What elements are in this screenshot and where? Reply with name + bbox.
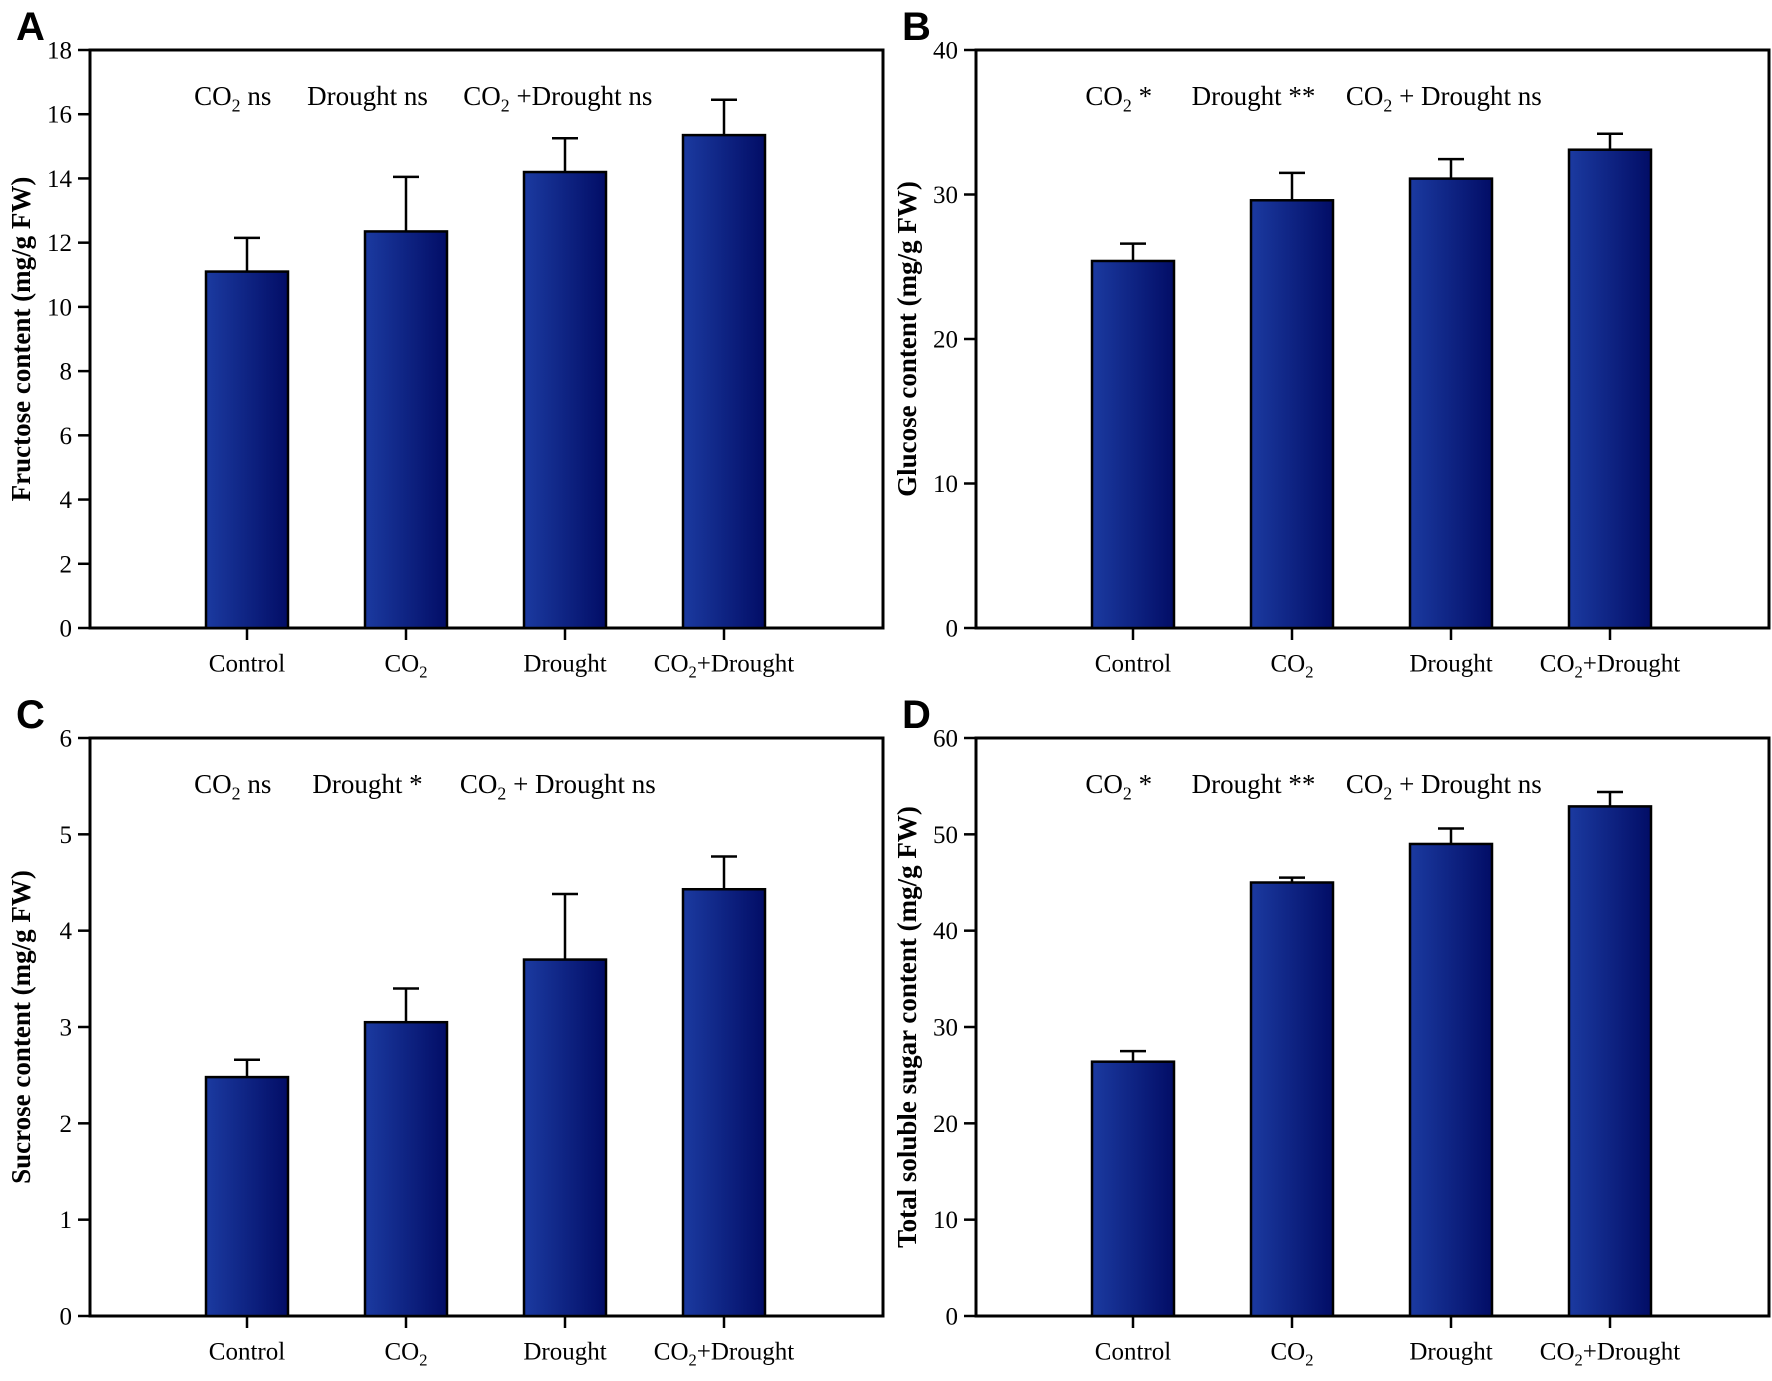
y-tick-label: 10 <box>47 294 72 321</box>
y-tick-label: 30 <box>933 182 958 209</box>
significance-annotation: CO2 + Drought ns <box>1346 81 1542 115</box>
y-tick-label: 30 <box>933 1015 958 1042</box>
panel-letter-A: A <box>16 5 45 49</box>
x-category-label: Drought <box>523 651 606 678</box>
bar-co2 <box>363 1020 449 1318</box>
y-axis-title: Fructose content (mg/g FW) <box>6 177 36 502</box>
significance-annotation: Drought * <box>312 769 422 799</box>
y-axis-title: Total soluble sugar content (mg/g FW) <box>892 806 922 1248</box>
y-tick-label: 10 <box>933 1207 958 1234</box>
y-tick-label: 3 <box>60 1015 73 1042</box>
bar-co2-drought <box>1567 148 1653 630</box>
x-category-label: CO2+Drought <box>1540 1339 1680 1370</box>
bar-control <box>1090 1060 1176 1318</box>
x-category-label: CO2 <box>1271 1339 1314 1370</box>
panel-A-chart: A 0 2 4 6 8 10 12 14 16 18 Control CO2 Drought CO2+Dro… <box>6 5 885 682</box>
panel-letter-B: B <box>902 5 931 49</box>
x-category-label: CO2 <box>385 651 428 682</box>
significance-annotation: CO2 ns <box>194 769 271 803</box>
panel-letter-D: D <box>902 693 931 737</box>
x-category-label: Control <box>1095 1339 1171 1366</box>
y-tick-label: 10 <box>933 471 958 498</box>
panel-letter-C: C <box>16 693 45 737</box>
y-tick-label: 2 <box>60 551 73 578</box>
significance-annotation: CO2 ns <box>194 81 271 115</box>
bar-drought <box>1408 842 1494 1318</box>
significance-annotation: Drought ** <box>1192 769 1316 799</box>
x-category-label: CO2+Drought <box>654 651 794 682</box>
x-category-label: CO2 <box>385 1339 428 1370</box>
significance-annotation: CO2 * <box>1085 81 1152 115</box>
y-tick-label: 4 <box>60 487 73 514</box>
x-category-label: CO2 <box>1271 651 1314 682</box>
y-tick-label: 14 <box>47 166 73 193</box>
y-tick-label: 8 <box>60 359 73 386</box>
panel-D-chart: D 0 10 20 30 40 50 60 Control CO2 Drought CO2+Droug… <box>892 693 1771 1370</box>
y-tick-label: 0 <box>60 616 73 643</box>
bar-drought <box>522 170 608 630</box>
bar-control <box>1090 259 1176 630</box>
y-tick-label: 2 <box>60 1111 73 1138</box>
x-category-label: CO2+Drought <box>654 1339 794 1370</box>
panel-B-chart: B 0 10 20 30 40 Control CO2 Drought CO2+Drought CO… <box>892 5 1771 682</box>
significance-annotation: Drought ** <box>1192 81 1316 111</box>
bar-co2-drought <box>681 887 767 1318</box>
y-tick-label: 12 <box>47 230 72 257</box>
panel-D: D 0 10 20 30 40 50 60 Control CO2 Drought CO2+Droug… <box>886 688 1772 1376</box>
bar-co2-drought <box>1567 805 1653 1318</box>
y-tick-label: 40 <box>933 918 958 945</box>
significance-annotation: CO2 + Drought ns <box>460 769 656 803</box>
y-tick-label: 20 <box>933 327 958 354</box>
bar-co2 <box>1249 199 1335 630</box>
y-tick-label: 60 <box>933 726 958 753</box>
panel-A: A 0 2 4 6 8 10 12 14 16 18 Control CO2 Drought CO2+Dro… <box>0 0 886 688</box>
y-tick-label: 6 <box>60 423 73 450</box>
significance-annotation: Drought ns <box>307 81 428 111</box>
x-category-label: Control <box>1095 651 1171 678</box>
y-tick-label: 0 <box>946 616 959 643</box>
y-tick-label: 5 <box>60 822 73 849</box>
bar-co2 <box>1249 881 1335 1318</box>
panel-B: B 0 10 20 30 40 Control CO2 Drought CO2+Drought CO… <box>886 0 1772 688</box>
y-tick-label: 16 <box>47 102 72 129</box>
y-tick-label: 20 <box>933 1111 958 1138</box>
significance-annotation: CO2 + Drought ns <box>1346 769 1542 803</box>
bar-drought <box>522 958 608 1318</box>
bar-control <box>204 1075 290 1318</box>
x-category-label: Control <box>209 651 285 678</box>
y-tick-label: 50 <box>933 822 958 849</box>
y-tick-label: 18 <box>47 38 72 65</box>
significance-annotation: CO2 +Drought ns <box>463 81 652 115</box>
y-tick-label: 40 <box>933 38 958 65</box>
bar-co2-drought <box>681 133 767 630</box>
y-tick-label: 4 <box>60 918 73 945</box>
x-category-label: Drought <box>1409 1339 1492 1366</box>
panel-C: C 0 1 2 3 4 5 6 Control CO2 Drought CO2+Drought CO2 … <box>0 688 886 1376</box>
x-category-label: Drought <box>1409 651 1492 678</box>
y-tick-label: 1 <box>60 1207 73 1234</box>
significance-annotation: CO2 * <box>1085 769 1152 803</box>
y-tick-label: 0 <box>946 1304 959 1331</box>
bar-control <box>204 270 290 630</box>
y-tick-label: 6 <box>60 726 73 753</box>
x-category-label: Drought <box>523 1339 606 1366</box>
x-category-label: Control <box>209 1339 285 1366</box>
y-axis-title: Sucrose content (mg/g FW) <box>6 870 36 1184</box>
bar-drought <box>1408 177 1494 630</box>
y-tick-label: 0 <box>60 1304 73 1331</box>
bar-co2 <box>363 230 449 630</box>
plot-frame <box>88 48 885 630</box>
y-axis-title: Glucose content (mg/g FW) <box>892 181 922 497</box>
panel-C-chart: C 0 1 2 3 4 5 6 Control CO2 Drought CO2+Drought CO2 … <box>6 693 885 1370</box>
x-category-label: CO2+Drought <box>1540 651 1680 682</box>
